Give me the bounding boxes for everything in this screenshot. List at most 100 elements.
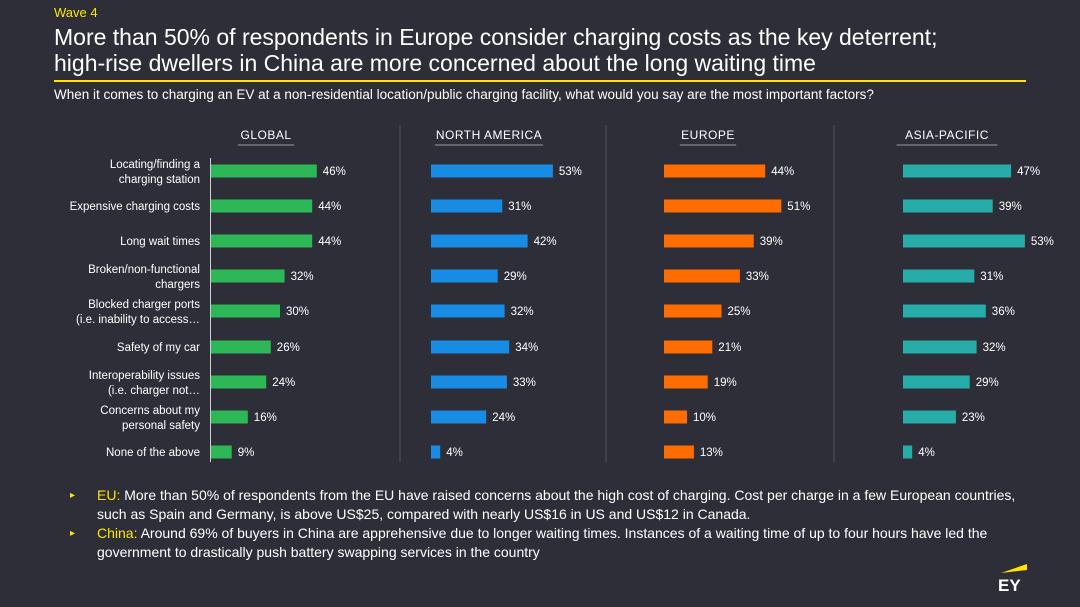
series-header: ASIA-PACIFIC [905,128,989,142]
data-label: 19% [714,377,737,389]
bullet-label: EU: [97,487,121,503]
data-label: 9% [238,447,255,459]
data-label: 39% [760,236,783,248]
bar [431,375,507,389]
bar [664,340,713,354]
bar [903,340,977,354]
data-label: 4% [446,447,463,459]
bar [664,375,708,389]
data-label: 24% [272,377,295,389]
data-label: 31% [980,271,1003,283]
data-label: 32% [291,271,314,283]
bullet-label: China: [97,525,138,541]
page-title: More than 50% of respondents in Europe c… [54,24,1044,76]
data-label: 33% [746,271,769,283]
bullet-arrow-icon: ▸ [70,490,76,501]
category-label: Long wait times [120,236,200,248]
bar [664,410,687,424]
series-header: GLOBAL [240,128,291,142]
data-label: 44% [318,236,341,248]
category-label: charging station [119,174,200,186]
data-label: 53% [559,166,582,178]
category-label: personal safety [122,420,200,432]
ey-logo: EY [998,564,1027,593]
category-label: None of the above [106,447,200,459]
data-label: 26% [277,342,300,354]
data-label: 39% [999,201,1022,213]
bar [664,269,740,283]
data-label: 31% [508,201,531,213]
bar [211,304,280,318]
bar [664,445,694,459]
wave-label: Wave 4 [54,5,98,20]
bar [903,199,993,213]
bar [903,410,956,424]
logo-text: EY [998,576,1021,593]
data-label: 10% [693,412,716,424]
data-label: 33% [513,377,536,389]
series-header: NORTH AMERICA [436,128,542,142]
data-label: 29% [504,271,527,283]
bar [431,340,510,354]
category-label: Broken/non-functional [88,264,200,276]
bar [664,304,722,318]
bar [903,304,986,318]
bar [431,164,553,178]
bar [664,164,766,178]
bar [211,340,271,354]
bar [211,375,267,389]
data-label: 30% [286,306,309,318]
bar [431,199,503,213]
bar [431,304,505,318]
bar [211,199,313,213]
category-label: Expensive charging costs [70,201,201,213]
data-label: 29% [976,377,999,389]
data-label: 24% [492,412,515,424]
bar [903,234,1025,248]
title-underline [54,80,1026,82]
category-label: chargers [155,279,200,291]
title-line-1: More than 50% of respondents in Europe c… [54,24,938,50]
bar [431,410,487,424]
data-label: 32% [511,306,534,318]
data-label: 34% [515,342,538,354]
series-header: EUROPE [681,128,735,142]
bullet-text: Around 69% of buyers in China are appreh… [97,525,988,560]
bar [431,269,498,283]
bar [211,269,285,283]
bar [211,410,248,424]
bullet-text: More than 50% of respondents from the EU… [97,487,1016,522]
bullet-eu: ▸ EU: More than 50% of respondents from … [70,486,1030,524]
data-label: 13% [700,447,723,459]
data-label: 4% [918,447,935,459]
category-label: Concerns about my [100,405,200,417]
bar [431,445,441,459]
data-label: 16% [254,412,277,424]
data-label: 36% [992,306,1015,318]
bar [664,199,782,213]
data-label: 46% [323,166,346,178]
category-label: Blocked charger ports [88,299,200,311]
data-label: 42% [534,236,557,248]
bar [431,234,528,248]
data-label: 44% [771,166,794,178]
data-label: 25% [728,306,751,318]
bar [903,375,970,389]
bar [211,164,317,178]
bar [903,445,913,459]
data-label: 32% [983,342,1006,354]
category-label: Interoperability issues [89,370,200,382]
title-line-2: high-rise dwellers in China are more con… [54,50,816,76]
bar [903,164,1012,178]
data-label: 21% [718,342,741,354]
category-label: Locating/finding a [110,159,201,171]
category-label: (i.e. charger not… [108,385,200,397]
bar [664,234,754,248]
bullet-arrow-icon: ▸ [70,528,76,539]
bullet-china: ▸ China: Around 69% of buyers in China a… [70,524,1030,562]
data-label: 23% [962,412,985,424]
data-label: 53% [1031,236,1054,248]
bar [903,269,975,283]
survey-question: When it comes to charging an EV at a non… [54,87,874,102]
data-label: 44% [318,201,341,213]
